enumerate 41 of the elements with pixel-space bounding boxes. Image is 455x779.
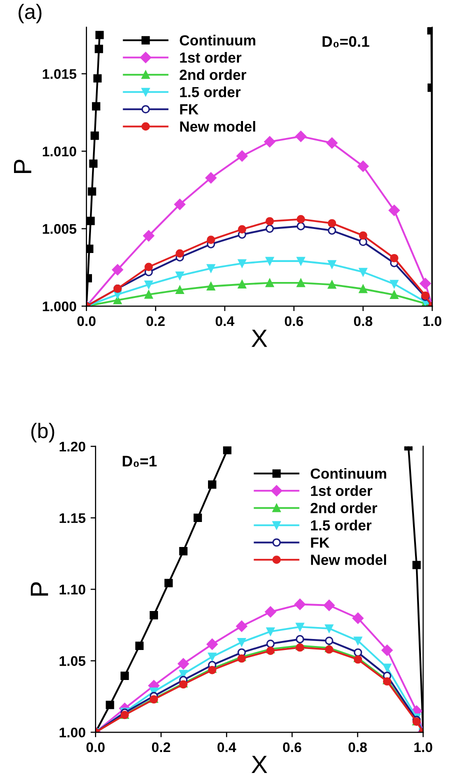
legend-label: 1.5 order: [180, 86, 241, 98]
legend-label: 1st order: [180, 52, 242, 63]
x-tick-label: 0.4: [216, 316, 234, 326]
x-tick-label: 0.2: [146, 316, 165, 326]
legend-label: 1.5 order: [311, 520, 372, 530]
chart-title: (b): [31, 422, 54, 442]
y-tick-label: 1.10: [60, 584, 86, 594]
y-tick-label: 1.15: [60, 513, 86, 524]
legend-label: New model: [311, 554, 386, 565]
y-tick-label: 1.005: [42, 224, 76, 234]
y-axis-title: P: [14, 160, 32, 173]
y-tick-label: 1.000: [42, 301, 76, 312]
y-axis-title: P: [30, 582, 48, 596]
legend-label: Continuum: [180, 34, 256, 46]
x-axis-title: X: [252, 756, 268, 774]
legend-label: 1st order: [311, 485, 372, 496]
x-tick-label: 1.0: [423, 316, 442, 326]
x-tick-label: 1.0: [414, 742, 432, 752]
x-tick-label: 0.0: [77, 316, 96, 326]
legend-label: Continuum: [310, 468, 386, 479]
x-tick-label: 0.4: [217, 742, 236, 752]
legend-label: 2nd order: [310, 502, 378, 514]
x-tick-label: 0.6: [284, 316, 304, 326]
y-tick-label: 1.20: [60, 442, 86, 452]
legend-label: 2nd order: [180, 69, 246, 80]
legend-label: FK: [180, 104, 199, 114]
x-tick-label: 0.6: [283, 742, 302, 752]
x-tick-label: 0.8: [354, 316, 372, 326]
x-tick-label: 0.8: [348, 742, 367, 752]
annotation: D₀=1: [122, 456, 157, 467]
y-tick-label: 1.00: [60, 728, 86, 738]
legend-label: New model: [180, 121, 256, 132]
annotation: D₀=0.1: [322, 36, 370, 48]
y-tick-label: 1.05: [60, 656, 86, 666]
chart-title: (a): [18, 4, 42, 24]
x-tick-label: 0.2: [152, 742, 170, 752]
y-tick-label: 1.015: [42, 69, 76, 79]
y-tick-label: 1.010: [42, 146, 76, 156]
x-axis-title: X: [252, 330, 268, 347]
legend-label: FK: [311, 538, 330, 548]
x-tick-label: 0.0: [86, 742, 105, 752]
